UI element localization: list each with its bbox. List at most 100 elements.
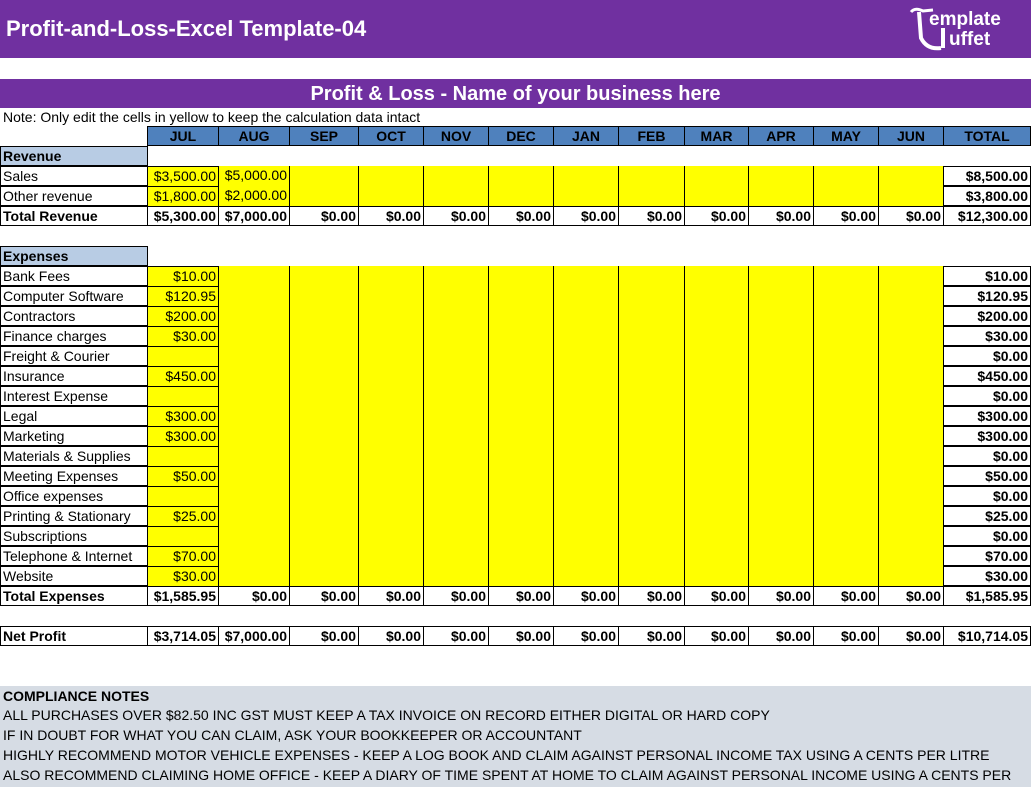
input-cell[interactable]: $50.00 [147,466,219,486]
input-cell[interactable]: $2,000.00 [218,186,290,206]
input-cell[interactable] [488,326,554,346]
input-cell[interactable] [684,426,749,446]
input-cell[interactable] [878,446,944,466]
input-cell[interactable] [878,566,944,586]
input-cell[interactable] [218,286,290,306]
input-cell[interactable] [488,446,554,466]
input-cell[interactable] [289,486,359,506]
input-cell[interactable] [218,266,290,286]
input-cell[interactable] [878,506,944,526]
input-cell[interactable] [423,346,489,366]
input-cell[interactable] [618,326,685,346]
input-cell[interactable] [289,386,359,406]
input-cell[interactable] [748,446,814,466]
input-cell[interactable] [358,546,424,566]
input-cell[interactable] [488,506,554,526]
input-cell[interactable]: $450.00 [147,366,219,386]
input-cell[interactable] [289,546,359,566]
input-cell[interactable] [618,546,685,566]
input-cell[interactable] [618,486,685,506]
input-cell[interactable] [553,446,619,466]
input-cell[interactable] [553,526,619,546]
input-cell[interactable]: $1,800.00 [147,186,219,206]
input-cell[interactable] [423,526,489,546]
input-cell[interactable] [218,406,290,426]
input-cell[interactable] [488,526,554,546]
input-cell[interactable] [289,366,359,386]
input-cell[interactable] [358,166,424,186]
input-cell[interactable] [813,546,879,566]
input-cell[interactable] [358,446,424,466]
input-cell[interactable] [218,466,290,486]
input-cell[interactable] [358,366,424,386]
input-cell[interactable] [358,426,424,446]
input-cell[interactable] [358,526,424,546]
input-cell[interactable] [488,186,554,206]
input-cell[interactable] [618,266,685,286]
input-cell[interactable] [878,406,944,426]
input-cell[interactable] [289,446,359,466]
input-cell[interactable] [289,346,359,366]
input-cell[interactable] [553,486,619,506]
input-cell[interactable] [878,166,944,186]
input-cell[interactable] [423,306,489,326]
input-cell[interactable] [289,286,359,306]
input-cell[interactable] [423,186,489,206]
input-cell[interactable] [289,406,359,426]
input-cell[interactable] [878,286,944,306]
input-cell[interactable] [218,346,290,366]
input-cell[interactable] [618,346,685,366]
input-cell[interactable] [748,166,814,186]
input-cell[interactable] [423,326,489,346]
input-cell[interactable] [488,346,554,366]
input-cell[interactable] [878,526,944,546]
input-cell[interactable]: $30.00 [147,566,219,586]
input-cell[interactable] [553,286,619,306]
input-cell[interactable] [618,286,685,306]
input-cell[interactable] [488,366,554,386]
input-cell[interactable] [813,366,879,386]
input-cell[interactable] [748,486,814,506]
input-cell[interactable] [553,546,619,566]
input-cell[interactable] [218,566,290,586]
input-cell[interactable] [553,366,619,386]
input-cell[interactable] [218,306,290,326]
input-cell[interactable] [684,466,749,486]
input-cell[interactable] [147,386,219,406]
input-cell[interactable] [488,486,554,506]
input-cell[interactable] [218,386,290,406]
input-cell[interactable] [358,566,424,586]
input-cell[interactable]: $10.00 [147,266,219,286]
input-cell[interactable] [684,306,749,326]
input-cell[interactable] [553,506,619,526]
input-cell[interactable] [684,566,749,586]
input-cell[interactable] [218,326,290,346]
input-cell[interactable] [358,386,424,406]
input-cell[interactable] [289,526,359,546]
input-cell[interactable] [684,186,749,206]
input-cell[interactable] [218,546,290,566]
input-cell[interactable] [684,406,749,426]
input-cell[interactable] [358,306,424,326]
input-cell[interactable] [553,406,619,426]
input-cell[interactable] [813,346,879,366]
input-cell[interactable]: $300.00 [147,406,219,426]
input-cell[interactable] [488,386,554,406]
input-cell[interactable] [813,426,879,446]
input-cell[interactable] [423,466,489,486]
input-cell[interactable] [748,426,814,446]
input-cell[interactable] [147,446,219,466]
input-cell[interactable] [684,446,749,466]
input-cell[interactable] [618,466,685,486]
input-cell[interactable] [488,266,554,286]
input-cell[interactable] [748,346,814,366]
input-cell[interactable] [813,406,879,426]
input-cell[interactable] [813,486,879,506]
input-cell[interactable] [813,266,879,286]
input-cell[interactable] [423,266,489,286]
input-cell[interactable] [218,526,290,546]
input-cell[interactable] [684,546,749,566]
input-cell[interactable] [218,426,290,446]
input-cell[interactable] [748,266,814,286]
input-cell[interactable] [878,366,944,386]
